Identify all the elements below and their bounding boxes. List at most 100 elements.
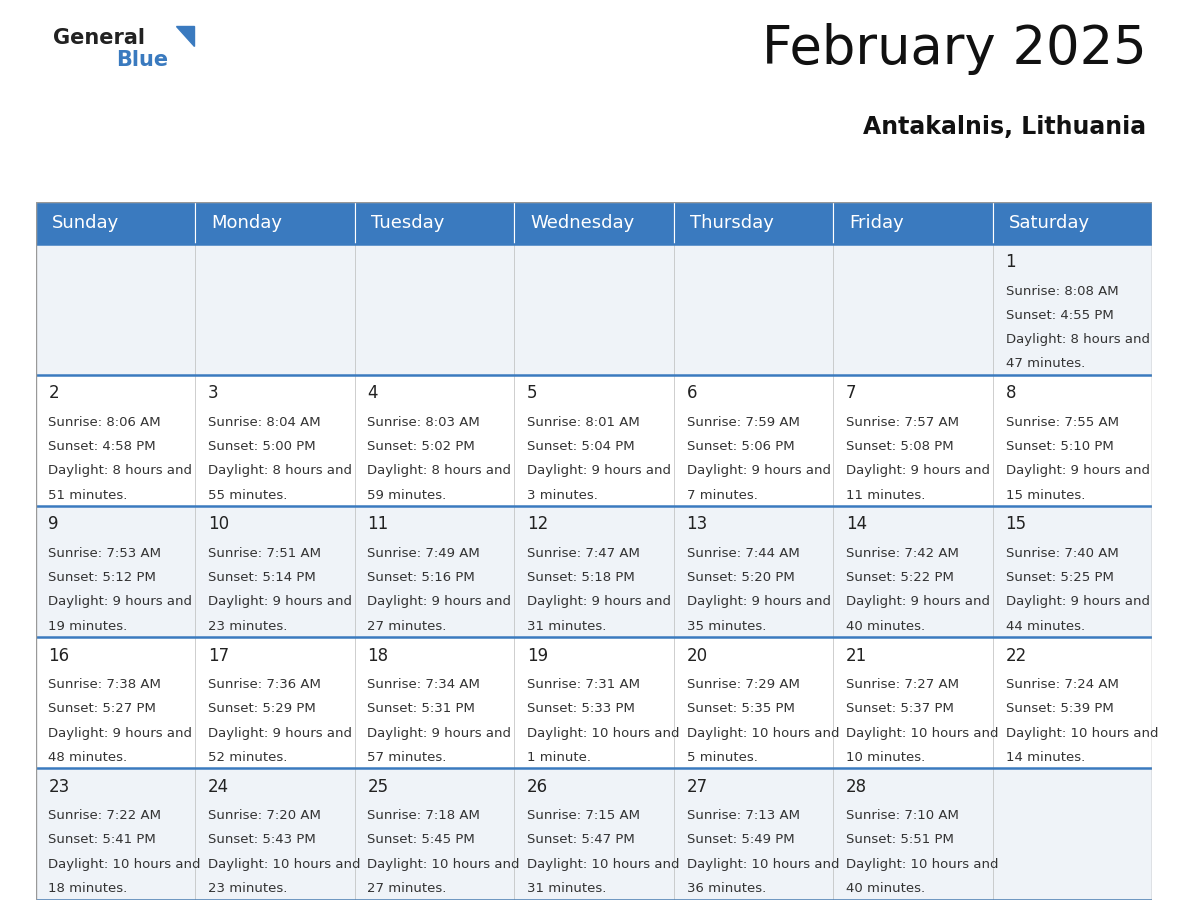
FancyBboxPatch shape bbox=[514, 768, 674, 900]
Text: Daylight: 10 hours and: Daylight: 10 hours and bbox=[846, 726, 999, 740]
FancyBboxPatch shape bbox=[674, 202, 833, 244]
Text: Sunrise: 7:47 AM: Sunrise: 7:47 AM bbox=[527, 547, 640, 560]
FancyBboxPatch shape bbox=[674, 375, 833, 506]
Text: Sunday: Sunday bbox=[51, 214, 119, 232]
Text: Daylight: 9 hours and: Daylight: 9 hours and bbox=[687, 596, 830, 609]
FancyBboxPatch shape bbox=[514, 637, 674, 768]
FancyBboxPatch shape bbox=[674, 506, 833, 637]
Text: Sunrise: 7:29 AM: Sunrise: 7:29 AM bbox=[687, 678, 800, 691]
Text: 21: 21 bbox=[846, 646, 867, 665]
Text: 11: 11 bbox=[367, 515, 388, 533]
Text: 47 minutes.: 47 minutes. bbox=[1005, 357, 1085, 370]
Text: Sunrise: 8:08 AM: Sunrise: 8:08 AM bbox=[1005, 285, 1118, 297]
Text: Sunrise: 7:53 AM: Sunrise: 7:53 AM bbox=[49, 547, 162, 560]
FancyBboxPatch shape bbox=[195, 768, 355, 900]
FancyBboxPatch shape bbox=[674, 244, 833, 375]
Text: Daylight: 10 hours and: Daylight: 10 hours and bbox=[1005, 726, 1158, 740]
Text: Daylight: 10 hours and: Daylight: 10 hours and bbox=[687, 857, 839, 870]
Text: 17: 17 bbox=[208, 646, 229, 665]
Text: Daylight: 10 hours and: Daylight: 10 hours and bbox=[367, 857, 520, 870]
Text: Sunrise: 8:01 AM: Sunrise: 8:01 AM bbox=[527, 416, 640, 429]
Text: 18: 18 bbox=[367, 646, 388, 665]
Text: 27 minutes.: 27 minutes. bbox=[367, 882, 447, 895]
Text: Sunset: 5:20 PM: Sunset: 5:20 PM bbox=[687, 571, 795, 584]
Text: Sunrise: 7:31 AM: Sunrise: 7:31 AM bbox=[527, 678, 640, 691]
Text: Sunrise: 8:06 AM: Sunrise: 8:06 AM bbox=[49, 416, 162, 429]
Text: Monday: Monday bbox=[211, 214, 282, 232]
Text: 35 minutes.: 35 minutes. bbox=[687, 620, 766, 633]
FancyBboxPatch shape bbox=[355, 768, 514, 900]
Text: Sunrise: 7:27 AM: Sunrise: 7:27 AM bbox=[846, 678, 959, 691]
Text: Sunset: 5:16 PM: Sunset: 5:16 PM bbox=[367, 571, 475, 584]
Text: 26: 26 bbox=[527, 778, 548, 796]
Text: Sunset: 4:58 PM: Sunset: 4:58 PM bbox=[49, 440, 156, 453]
Text: 40 minutes.: 40 minutes. bbox=[846, 620, 925, 633]
Text: Sunset: 5:39 PM: Sunset: 5:39 PM bbox=[1005, 702, 1113, 715]
Text: 40 minutes.: 40 minutes. bbox=[846, 882, 925, 895]
Text: 15: 15 bbox=[1005, 515, 1026, 533]
Text: 4: 4 bbox=[367, 385, 378, 402]
Text: Daylight: 8 hours and: Daylight: 8 hours and bbox=[367, 465, 512, 477]
Text: 19 minutes.: 19 minutes. bbox=[49, 620, 127, 633]
Text: Sunset: 5:37 PM: Sunset: 5:37 PM bbox=[846, 702, 954, 715]
FancyBboxPatch shape bbox=[993, 768, 1152, 900]
Text: Sunset: 5:47 PM: Sunset: 5:47 PM bbox=[527, 834, 634, 846]
Text: Sunrise: 7:57 AM: Sunrise: 7:57 AM bbox=[846, 416, 959, 429]
Text: 14 minutes.: 14 minutes. bbox=[1005, 751, 1085, 764]
Text: Sunrise: 8:04 AM: Sunrise: 8:04 AM bbox=[208, 416, 321, 429]
FancyBboxPatch shape bbox=[195, 506, 355, 637]
Text: Sunset: 5:27 PM: Sunset: 5:27 PM bbox=[49, 702, 157, 715]
Text: Sunrise: 7:24 AM: Sunrise: 7:24 AM bbox=[1005, 678, 1118, 691]
Text: Daylight: 9 hours and: Daylight: 9 hours and bbox=[527, 465, 671, 477]
FancyBboxPatch shape bbox=[514, 506, 674, 637]
FancyBboxPatch shape bbox=[833, 637, 993, 768]
Text: Thursday: Thursday bbox=[690, 214, 773, 232]
Text: 16: 16 bbox=[49, 646, 70, 665]
Text: Sunrise: 7:51 AM: Sunrise: 7:51 AM bbox=[208, 547, 321, 560]
FancyBboxPatch shape bbox=[833, 375, 993, 506]
Text: 23 minutes.: 23 minutes. bbox=[208, 620, 287, 633]
FancyBboxPatch shape bbox=[195, 244, 355, 375]
Text: Sunrise: 7:22 AM: Sunrise: 7:22 AM bbox=[49, 809, 162, 823]
FancyBboxPatch shape bbox=[514, 375, 674, 506]
Text: Daylight: 10 hours and: Daylight: 10 hours and bbox=[208, 857, 360, 870]
Text: Sunset: 5:41 PM: Sunset: 5:41 PM bbox=[49, 834, 156, 846]
Text: Daylight: 9 hours and: Daylight: 9 hours and bbox=[367, 596, 512, 609]
Text: 44 minutes.: 44 minutes. bbox=[1005, 620, 1085, 633]
Text: 48 minutes.: 48 minutes. bbox=[49, 751, 127, 764]
Text: Daylight: 9 hours and: Daylight: 9 hours and bbox=[208, 726, 352, 740]
FancyBboxPatch shape bbox=[36, 637, 195, 768]
Text: Sunset: 5:43 PM: Sunset: 5:43 PM bbox=[208, 834, 316, 846]
Text: Sunrise: 7:44 AM: Sunrise: 7:44 AM bbox=[687, 547, 800, 560]
FancyBboxPatch shape bbox=[674, 768, 833, 900]
Text: Sunrise: 7:13 AM: Sunrise: 7:13 AM bbox=[687, 809, 800, 823]
Text: Daylight: 9 hours and: Daylight: 9 hours and bbox=[846, 465, 990, 477]
Text: Sunrise: 7:59 AM: Sunrise: 7:59 AM bbox=[687, 416, 800, 429]
Text: Daylight: 9 hours and: Daylight: 9 hours and bbox=[1005, 596, 1150, 609]
Text: Sunset: 5:12 PM: Sunset: 5:12 PM bbox=[49, 571, 157, 584]
Text: February 2025: February 2025 bbox=[762, 23, 1146, 75]
Text: Daylight: 9 hours and: Daylight: 9 hours and bbox=[367, 726, 512, 740]
FancyBboxPatch shape bbox=[36, 375, 195, 506]
Text: Antakalnis, Lithuania: Antakalnis, Lithuania bbox=[864, 115, 1146, 139]
Text: Sunset: 5:51 PM: Sunset: 5:51 PM bbox=[846, 834, 954, 846]
Text: 31 minutes.: 31 minutes. bbox=[527, 620, 606, 633]
Text: 27 minutes.: 27 minutes. bbox=[367, 620, 447, 633]
Text: Sunrise: 7:49 AM: Sunrise: 7:49 AM bbox=[367, 547, 480, 560]
Text: Daylight: 10 hours and: Daylight: 10 hours and bbox=[527, 726, 680, 740]
Text: Sunset: 5:25 PM: Sunset: 5:25 PM bbox=[1005, 571, 1113, 584]
Text: 24: 24 bbox=[208, 778, 229, 796]
Text: 2: 2 bbox=[49, 385, 59, 402]
Text: Daylight: 8 hours and: Daylight: 8 hours and bbox=[49, 465, 192, 477]
Text: Tuesday: Tuesday bbox=[371, 214, 444, 232]
Text: Sunrise: 7:55 AM: Sunrise: 7:55 AM bbox=[1005, 416, 1119, 429]
Text: 19: 19 bbox=[527, 646, 548, 665]
Text: 10: 10 bbox=[208, 515, 229, 533]
Text: 8: 8 bbox=[1005, 385, 1016, 402]
Text: Sunrise: 7:20 AM: Sunrise: 7:20 AM bbox=[208, 809, 321, 823]
Text: 59 minutes.: 59 minutes. bbox=[367, 488, 447, 501]
Text: 20: 20 bbox=[687, 646, 708, 665]
Text: Sunset: 5:22 PM: Sunset: 5:22 PM bbox=[846, 571, 954, 584]
Text: Daylight: 9 hours and: Daylight: 9 hours and bbox=[1005, 465, 1150, 477]
Text: 31 minutes.: 31 minutes. bbox=[527, 882, 606, 895]
